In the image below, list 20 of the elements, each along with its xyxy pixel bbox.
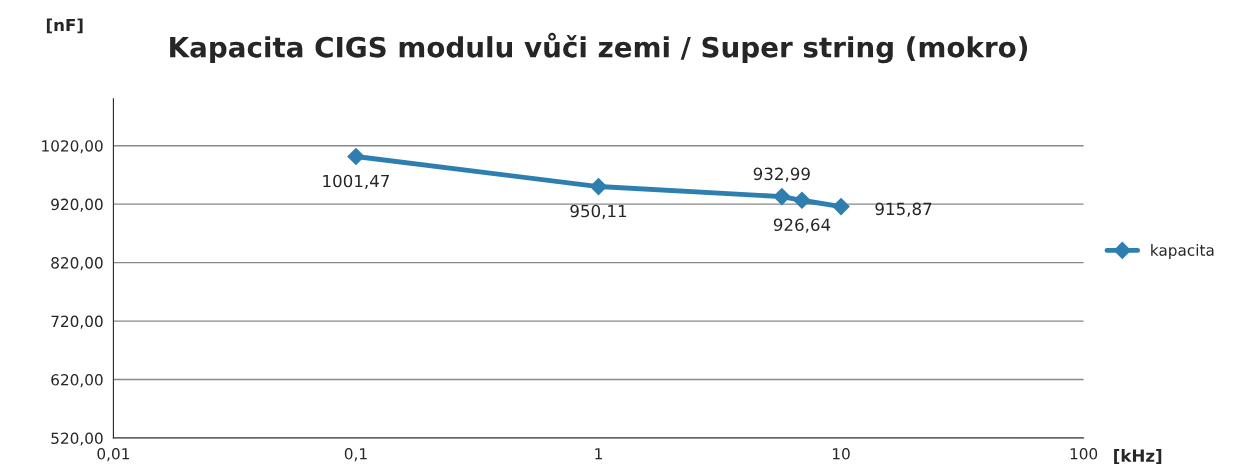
y-tick-label: 620,00	[51, 374, 103, 388]
x-tick-label: 0,01	[97, 448, 129, 462]
data-label: 926,64	[773, 218, 831, 233]
y-tick-label: 1020,00	[42, 140, 103, 154]
y-tick-label: 720,00	[51, 315, 103, 329]
y-tick-label: 520,00	[51, 432, 103, 446]
data-label: 932,99	[753, 167, 810, 182]
data-label: 950,11	[570, 204, 627, 220]
x-tick-label: 10	[833, 448, 850, 460]
data-label: 1001,47	[323, 174, 389, 190]
x-axis-title: [kHz]	[1114, 449, 1162, 464]
y-tick-label: 820,00	[51, 257, 103, 271]
data-label: 915,87	[875, 202, 932, 217]
x-tick-label: 100	[1070, 448, 1098, 460]
x-tick-label: 0,1	[344, 448, 367, 462]
y-tick-label: 920,00	[51, 198, 103, 212]
chart-title: Kapacita CIGS modulu vůči zemi / Super string (mokro)	[170, 32, 1028, 64]
y-axis-title: [nF]	[46, 18, 83, 34]
x-tick-label: 1	[595, 448, 602, 460]
legend-label: kapacita	[1151, 244, 1214, 259]
